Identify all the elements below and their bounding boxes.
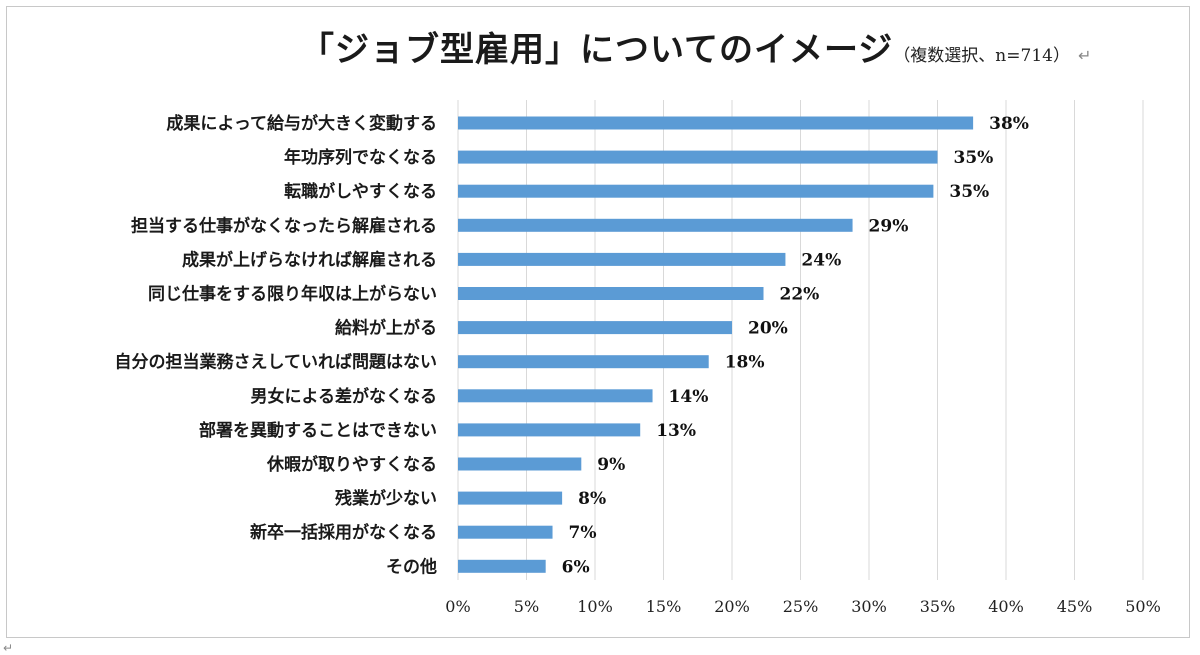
bar (458, 184, 934, 198)
category-label: 新卒一括採用がなくなる (250, 522, 437, 543)
data-label: 18% (725, 353, 765, 373)
x-tick-label: 10% (577, 597, 613, 616)
category-label: 成果が上げらなければ解雇される (182, 249, 437, 270)
bar (458, 355, 709, 369)
data-label: 8% (578, 489, 606, 509)
bar (458, 491, 563, 505)
title-block: 「ジョブ型雇用」についてのイメージ（複数選択、n=714） ↵ (300, 22, 1091, 71)
category-label: 休暇が取りやすくなる (266, 454, 437, 475)
bar (458, 389, 653, 403)
bar (458, 150, 938, 164)
data-label: 7% (569, 523, 597, 543)
bar (458, 287, 764, 300)
category-label: 部署を異動することはできない (199, 420, 437, 441)
x-tick-label: 50% (1125, 597, 1161, 616)
paragraph-mark-icon: ↵ (3, 641, 14, 655)
category-label: 自分の担当業務さえしていれば問題はない (115, 352, 438, 373)
bar (458, 252, 786, 266)
data-label: 9% (597, 455, 625, 475)
category-label: 男女による差がなくなる (251, 386, 438, 407)
bar (458, 525, 553, 539)
data-label: 14% (669, 387, 709, 407)
data-label: 6% (562, 557, 590, 577)
x-tick-label: 0% (445, 597, 470, 616)
category-label: 残業が少ない (335, 488, 437, 509)
x-tick-label: 15% (646, 597, 682, 616)
bar (458, 559, 546, 573)
data-label: 13% (656, 421, 696, 441)
data-label: 22% (780, 285, 820, 305)
category-label: 給料が上がる (335, 318, 437, 339)
data-label: 38% (989, 114, 1029, 134)
x-tick-label: 35% (920, 597, 956, 616)
x-tick-label: 45% (1057, 597, 1093, 616)
bar (458, 423, 641, 437)
x-tick-label: 5% (514, 597, 539, 616)
category-label: 担当する仕事がなくなったら解雇される (131, 215, 437, 236)
category-label: 同じ仕事をする限り年収は上がらない (148, 284, 437, 305)
chart-title: 「ジョブ型雇用」についてのイメージ (300, 30, 894, 70)
x-tick-label: 30% (851, 597, 887, 616)
category-label: 成果によって給与が大きく変動する (166, 113, 437, 134)
category-label: 転職がしやすくなる (284, 181, 437, 202)
return-mark-icon: ↵ (1077, 46, 1092, 65)
category-label: その他 (386, 556, 437, 577)
bar (458, 218, 853, 232)
data-label: 24% (801, 250, 841, 270)
bar (458, 116, 974, 130)
bar (458, 457, 582, 471)
data-label: 20% (748, 319, 788, 339)
data-label: 35% (949, 182, 989, 202)
data-label: 35% (954, 148, 994, 168)
chart-subtitle: （複数選択、n=714） (893, 46, 1070, 66)
bar (458, 321, 732, 335)
x-tick-label: 40% (988, 597, 1024, 616)
data-label: 29% (869, 216, 909, 236)
category-label: 年功序列でなくなる (284, 147, 437, 168)
x-tick-label: 20% (714, 597, 750, 616)
x-tick-label: 25% (783, 597, 819, 616)
